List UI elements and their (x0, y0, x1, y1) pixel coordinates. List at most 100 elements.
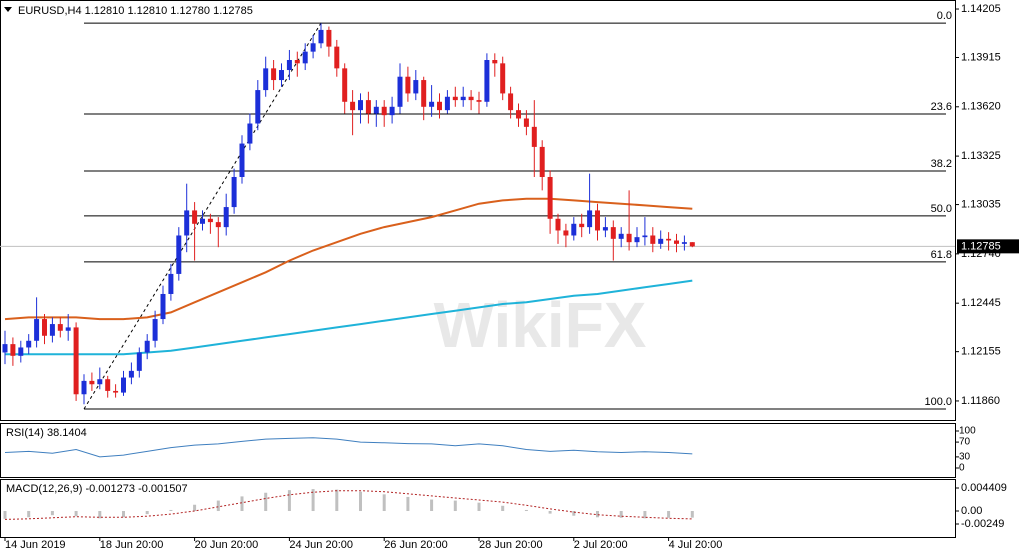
candle-body (113, 390, 119, 393)
moving-average (5, 279, 693, 356)
rsi-panel (0, 423, 956, 478)
rsi-tick-label: 30 (959, 452, 971, 463)
candle-body (666, 238, 672, 241)
candle-body (160, 293, 166, 320)
candle-body (595, 210, 600, 231)
fib-label: 38.2 (931, 158, 952, 170)
candle-body (650, 235, 656, 244)
candle-body (373, 106, 379, 114)
candle-body (405, 76, 411, 94)
y-tick-label: 1.13620 (961, 101, 1001, 113)
rsi-tick-label: 0 (959, 463, 965, 474)
fib-label: 100.0 (924, 396, 952, 408)
candle-body (239, 143, 245, 177)
macd-bar (453, 500, 457, 512)
candle-body (57, 324, 63, 331)
candle-body (531, 126, 537, 147)
price-label: 1.12785 (961, 240, 1001, 252)
macd-bar (643, 511, 647, 519)
macd-bar (27, 511, 31, 518)
candle-body (263, 68, 269, 91)
candle-body (508, 93, 514, 111)
candle-body (681, 242, 687, 244)
macd-bar (311, 489, 315, 512)
candle-body (200, 218, 205, 224)
candle-body (342, 68, 348, 102)
candle-body (421, 80, 427, 107)
candle-body (192, 210, 198, 224)
y-tick-label: 1.12445 (961, 297, 1001, 309)
macd-bar (335, 489, 339, 512)
candle-body (642, 235, 648, 238)
candle-body (516, 110, 521, 119)
candle-body (365, 100, 371, 114)
macd-tick-label: 0.00 (961, 505, 982, 517)
candle-body (658, 238, 664, 244)
x-tick-label: 2 Jul 20:00 (574, 539, 628, 551)
candle-body (397, 76, 403, 107)
main-panel (0, 0, 956, 421)
candle-body (144, 340, 150, 353)
macd-bar (501, 505, 505, 512)
candle-body (247, 123, 253, 144)
x-tick-label: 26 Jun 20:00 (384, 539, 448, 551)
candle-body (626, 233, 632, 243)
candle-body (81, 380, 87, 395)
macd-bar (50, 511, 54, 516)
candle-body (168, 273, 174, 294)
candle-body (34, 319, 40, 341)
candle-body (381, 106, 387, 116)
candle-body (184, 210, 190, 236)
y-tick-label: 1.11860 (961, 395, 1000, 407)
macd-bar (145, 511, 149, 515)
macd-bar (406, 496, 410, 512)
candle-body (358, 100, 363, 111)
x-tick-label: 24 Jun 20:00 (289, 539, 353, 551)
macd-bar (524, 509, 528, 512)
candle-body (136, 352, 142, 371)
macd-bar (596, 511, 599, 518)
candle-body (10, 344, 16, 356)
candle-body (255, 90, 261, 124)
candle-body (610, 227, 616, 239)
candle-body (42, 319, 47, 336)
candle-body (587, 210, 593, 228)
candle-body (2, 344, 8, 353)
candle-body (571, 223, 577, 236)
candle-body (26, 340, 32, 348)
candle-body (286, 60, 292, 71)
candle-body (460, 96, 466, 101)
macd-bar (619, 511, 623, 518)
candle-body (468, 96, 474, 101)
candle-body (689, 242, 695, 247)
candle-body (49, 324, 55, 336)
macd-bar (287, 490, 291, 512)
candle-body (105, 379, 111, 391)
macd-bar (359, 491, 362, 512)
fib-label: 50.0 (931, 203, 952, 215)
candle-body (602, 227, 608, 231)
candle-body (389, 106, 395, 116)
macd-tick-label: -0.00249 (961, 518, 1004, 530)
macd-signal (4, 490, 693, 520)
x-tick-label: 18 Jun 20:00 (100, 539, 164, 551)
candle-body (231, 176, 237, 208)
symbol-header: EURUSD,H4 1.12810 1.12810 1.12780 1.1278… (18, 5, 253, 17)
macd-bar (240, 496, 244, 512)
macd-bar (572, 511, 576, 516)
macd-bar (74, 511, 78, 517)
moving-average (4, 197, 693, 321)
macd-bar (3, 511, 7, 519)
candle-body (547, 176, 553, 219)
candle-body (310, 43, 316, 52)
candle-body (128, 370, 134, 378)
x-tick-label: 4 Jul 20:00 (669, 539, 723, 551)
price-box (957, 239, 1019, 254)
y-tick-label: 1.13035 (961, 198, 1001, 210)
candle-body (215, 222, 221, 228)
macd-bar (264, 492, 268, 512)
candle-body (97, 379, 103, 385)
candle-body (326, 29, 332, 47)
